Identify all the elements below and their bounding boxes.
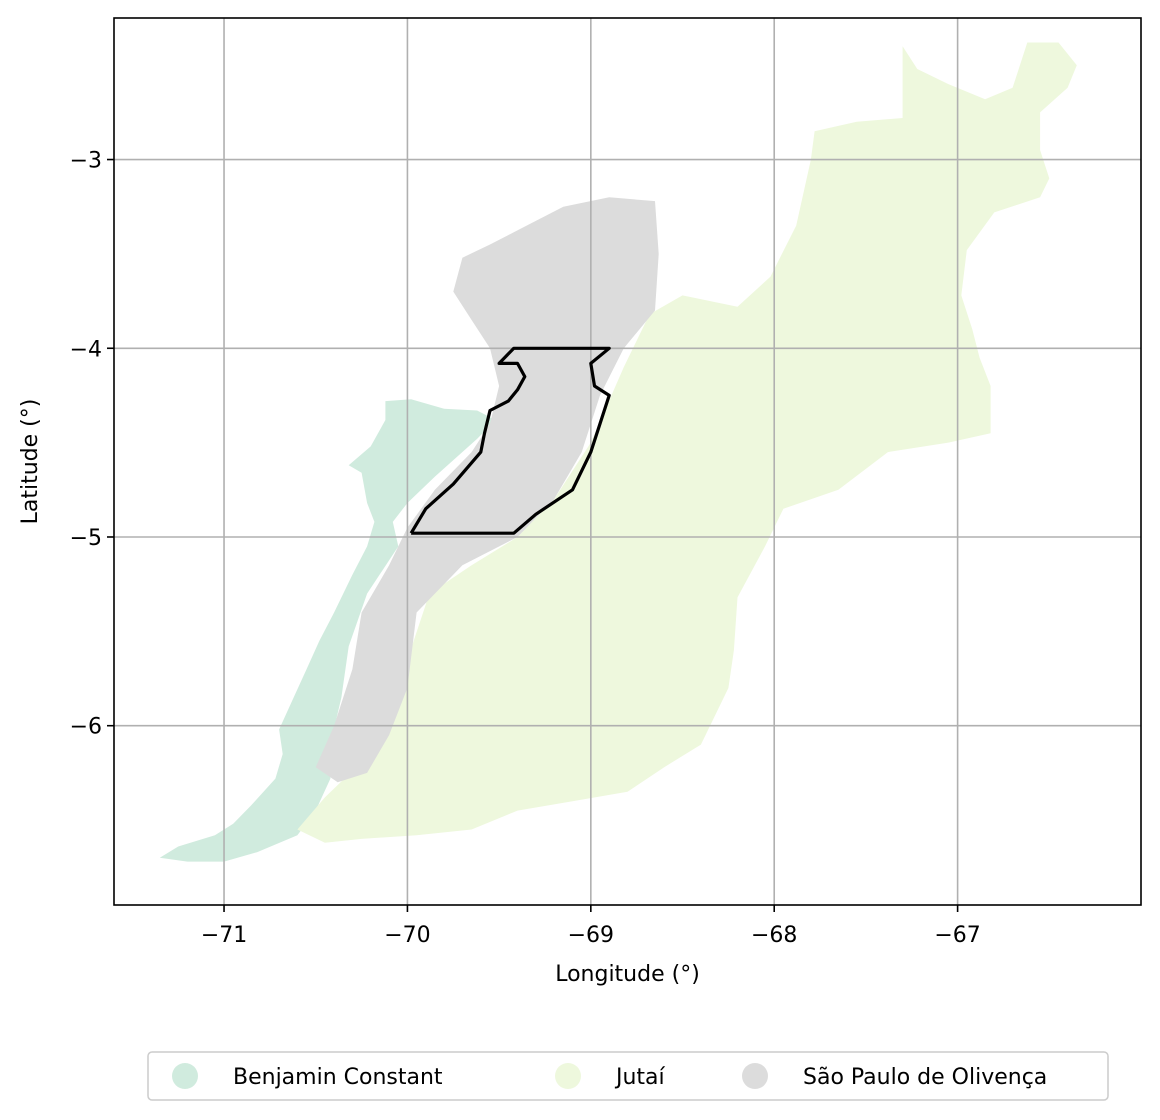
grid-layer bbox=[114, 18, 1141, 905]
legend-marker-sao-paulo-de-olivenca bbox=[742, 1063, 768, 1089]
legend-label-jutai: Jutaí bbox=[614, 1065, 666, 1090]
region-benjamin-constant bbox=[159, 399, 496, 862]
highlight-outline bbox=[409, 346, 611, 535]
x-tick-layer: −71 −70 −69 −68 −67 bbox=[201, 905, 981, 948]
legend-box bbox=[147, 1051, 1109, 1101]
legend-marker-jutai bbox=[555, 1063, 581, 1089]
legend-marker-benjamin-constant bbox=[172, 1063, 198, 1089]
x-tick-label: −67 bbox=[934, 923, 980, 948]
legend-label-sao-paulo-de-olivenca: São Paulo de Olivença bbox=[803, 1065, 1047, 1090]
highlight-outline-layer bbox=[409, 346, 611, 535]
y-tick-layer: −3 −4 −5 −6 bbox=[70, 149, 114, 740]
x-tick-label: −68 bbox=[751, 923, 797, 948]
legend-entries: Benjamin Constant Jutaí São Paulo de Olive… bbox=[172, 1063, 1047, 1090]
y-tick-label: −5 bbox=[70, 526, 102, 551]
legend-label-benjamin-constant: Benjamin Constant bbox=[233, 1065, 443, 1090]
y-tick-label: −4 bbox=[70, 337, 102, 362]
region-jutai bbox=[297, 42, 1077, 843]
plot-area bbox=[114, 18, 1141, 905]
x-axis-label: Longitude (°) bbox=[555, 962, 700, 987]
y-axis-label: Latitude (°) bbox=[18, 399, 43, 525]
axes-frame bbox=[113, 17, 1142, 906]
x-tick-label: −71 bbox=[201, 923, 247, 948]
y-tick-label: −6 bbox=[70, 715, 102, 740]
x-tick-label: −69 bbox=[568, 923, 614, 948]
region-sao-paulo-de-olivenca bbox=[315, 197, 659, 783]
legend: Benjamin Constant Jutaí São Paulo de Olive… bbox=[147, 1051, 1109, 1101]
x-tick-label: −70 bbox=[384, 923, 430, 948]
y-tick-label: −3 bbox=[70, 149, 102, 174]
region-layer bbox=[159, 42, 1077, 862]
